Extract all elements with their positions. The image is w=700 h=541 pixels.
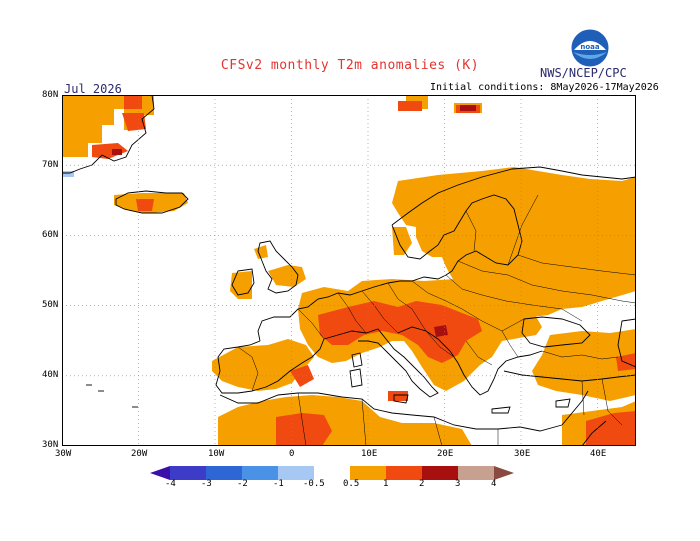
colorbar-label: -3 [201,479,212,489]
colorbar-label: 1 [383,479,389,489]
noaa-logo-icon: noaa [570,28,610,68]
lat-label: 80N [42,90,59,100]
lon-label: 30E [514,449,531,459]
colorbar-label: -4 [165,479,176,489]
lon-label: 20E [437,449,454,459]
colorbar-label: 4 [491,479,497,489]
lat-label: 40N [42,370,59,380]
lat-label: 30N [42,440,59,450]
agency-label: NWS/NCEP/CPC [540,66,627,80]
lat-label: 60N [42,230,59,240]
lon-label: 30W [55,449,72,459]
colorbar-label: -2 [237,479,248,489]
colorbar-label: 3 [455,479,461,489]
colorbar-label: -1 [273,479,284,489]
colorbar [150,466,514,480]
colorbar-label: 0.5 [343,479,360,489]
lon-label: 10E [361,449,378,459]
lat-label: 50N [42,300,59,310]
country-borders [237,194,636,446]
month-label: Jul 2026 [64,82,122,96]
svg-text:noaa: noaa [580,43,600,51]
anomaly-map [62,95,636,446]
lon-label: 10W [208,449,225,459]
colorbar-label: -0.5 [303,479,325,489]
lon-label: 0 [289,449,295,459]
lat-label: 70N [42,160,59,170]
colorbar-label: 2 [419,479,425,489]
graticule [62,95,636,446]
chart-title: CFSv2 monthly T2m anomalies (K) [220,58,480,73]
lon-label: 40E [590,449,607,459]
initial-conditions-label: Initial conditions: 8May2026-17May2026 [430,82,659,93]
lon-label: 20W [131,449,148,459]
